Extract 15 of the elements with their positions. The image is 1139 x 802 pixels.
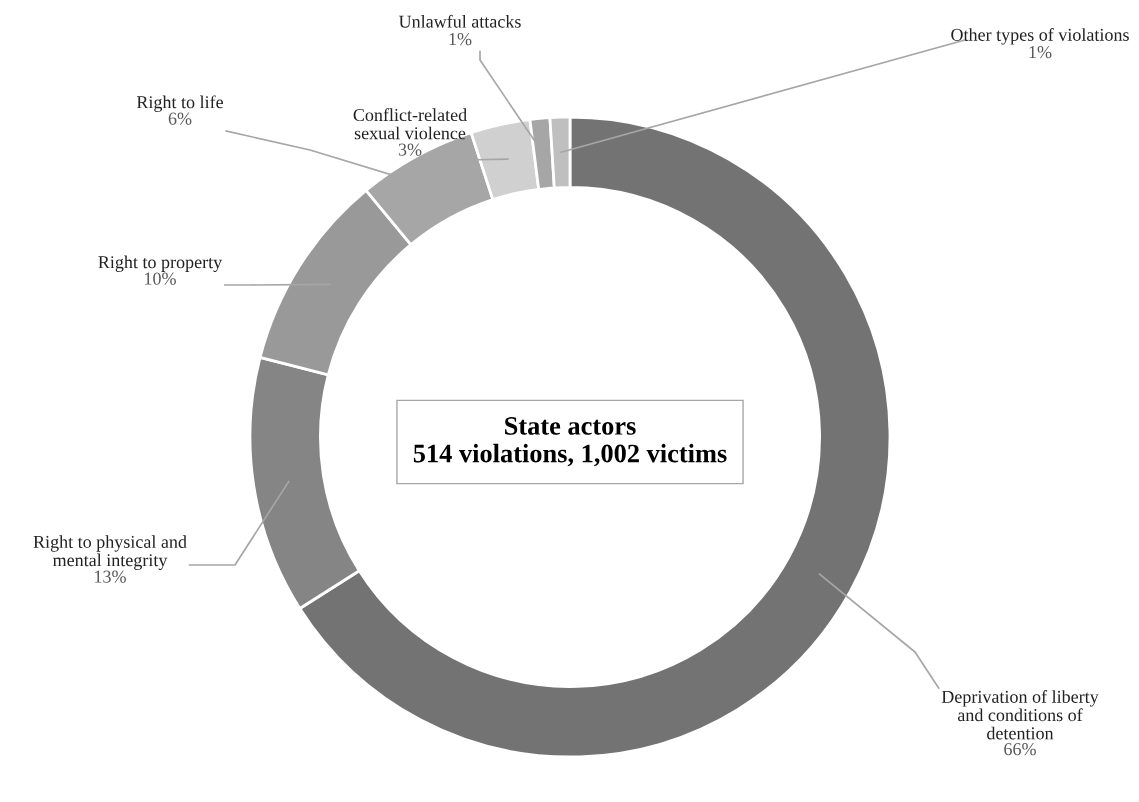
slice-label: Right to property: [98, 255, 223, 272]
text: State actors 514 violations, 1,002 victims: [413, 417, 727, 467]
data-label: 66%: [1004, 743, 1036, 756]
slice-label: Deprivation of liberty and conditions of detention: [941, 690, 1099, 740]
data-label: 10%: [145, 272, 176, 285]
data-label: 1%: [1029, 46, 1052, 59]
data-label: 1%: [449, 33, 472, 46]
data-label: 6%: [168, 112, 192, 125]
slice-label: Right to physical and mental integrity: [33, 535, 187, 570]
data-label: 13%: [95, 570, 126, 583]
slice-label: Unlawful attacks: [398, 14, 521, 28]
data-label: 3%: [398, 143, 422, 156]
slice-label: Conflict-related sexual violence: [353, 108, 467, 140]
slice-label: Other types of violations: [951, 28, 1129, 45]
slice-label: Right to life: [136, 95, 224, 112]
